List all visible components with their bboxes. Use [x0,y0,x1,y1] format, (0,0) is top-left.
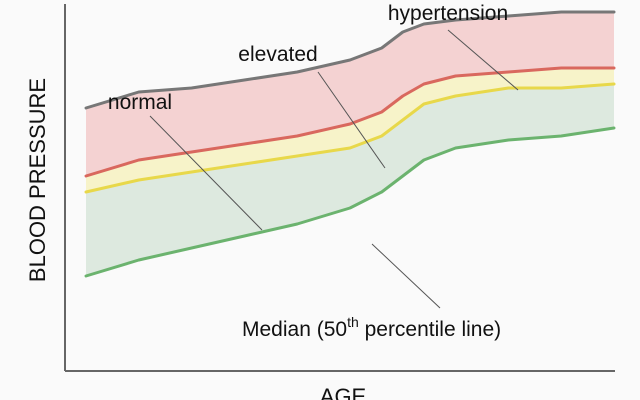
median-label-superscript: th [347,314,359,330]
median-label: Median (50th percentile line) [242,314,501,341]
elevated-label: elevated [238,43,317,66]
region-hypertension [86,12,614,176]
hypertension-leader-line [447,29,519,91]
series-line-0 [84,126,616,278]
median-label-suffix: percentile line) [359,318,501,341]
region-normal [86,84,614,276]
series-line-layer [84,10,616,278]
median-label-prefix: Median (50 [242,318,347,341]
y-axis-label: BLOOD PRESSURE [25,78,50,282]
series-line-2 [84,66,616,178]
series-line-1 [84,82,616,194]
normal-leader-line [149,115,263,231]
x-axis-label: AGE [320,384,366,400]
normal-label: normal [108,91,172,114]
elevated-leader-line [317,71,386,169]
region-elevated [86,68,614,192]
median-leader-line [371,243,441,309]
region-layer [86,12,614,276]
hypertension-label: hypertension [388,2,508,25]
series-line-3 [84,10,616,110]
